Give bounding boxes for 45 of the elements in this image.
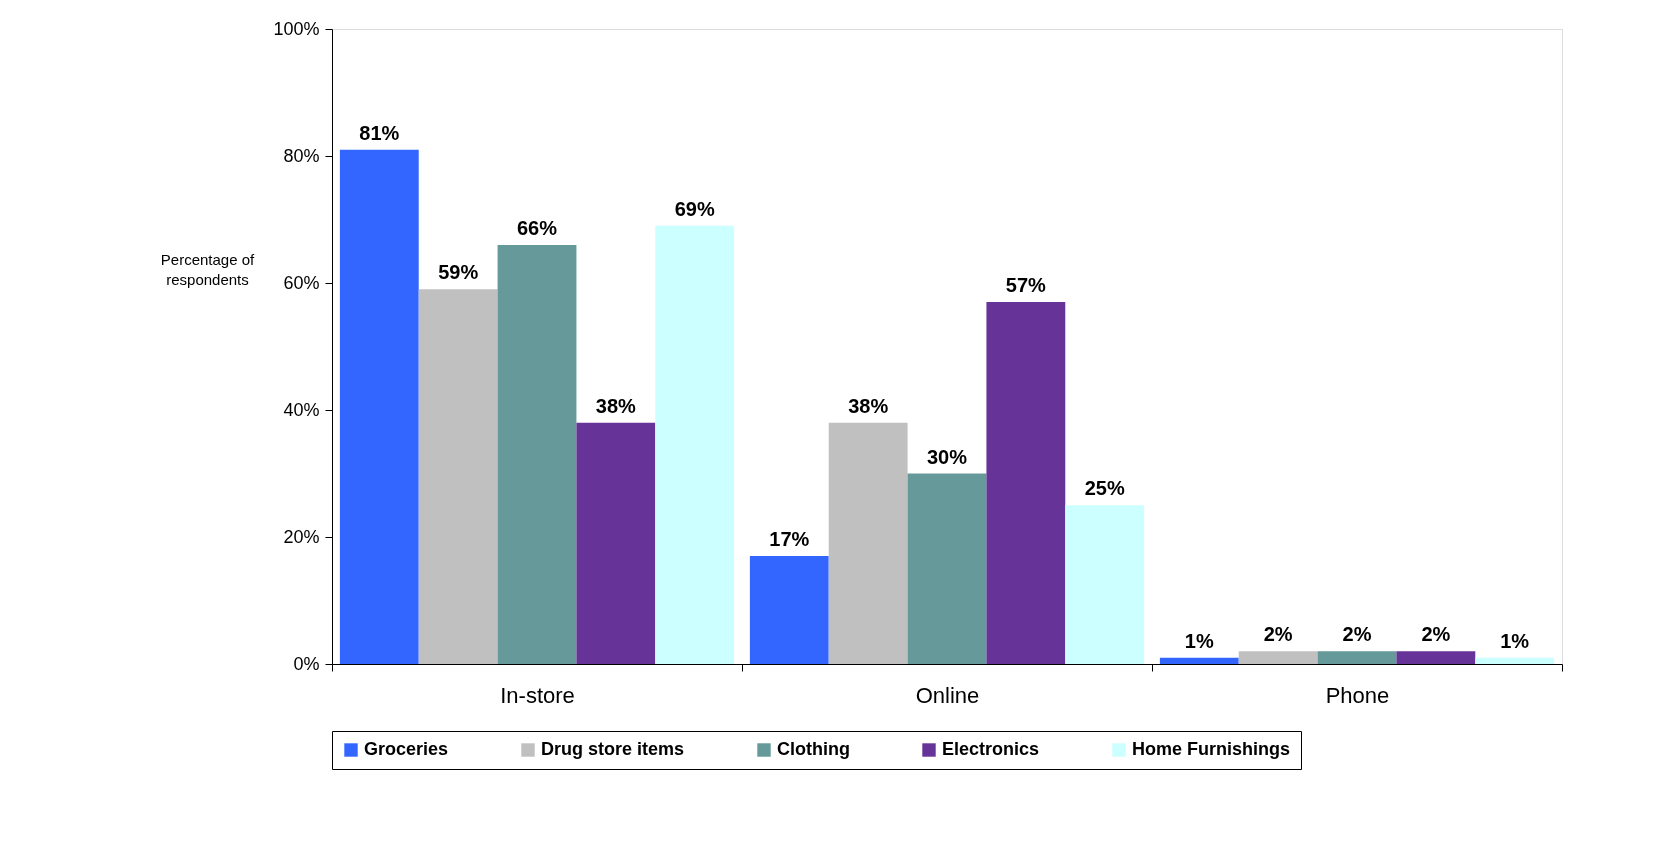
bar [1238,651,1318,664]
bar [1065,505,1145,664]
data-label: 57% [1005,274,1047,297]
y-tick-label: 100% [273,18,320,39]
bar [1159,657,1239,664]
data-label: 30% [926,445,968,468]
bar [828,422,908,664]
legend-label: Drug store items [541,739,685,759]
x-tick-label: In-store [500,682,575,708]
data-label: 17% [769,528,810,551]
bar [749,556,829,664]
y-tick-label: 0% [293,653,320,674]
data-label: 1% [1500,629,1530,652]
bar [497,244,577,664]
legend-label: Electronics [942,739,1040,759]
y-tick-label: 60% [283,272,320,293]
data-label: 25% [1084,477,1125,500]
bar [907,473,987,664]
legend-label: Clothing [777,739,850,759]
y-tick-label: 40% [283,399,320,420]
data-label: 2% [1263,623,1293,646]
data-label: 38% [848,394,889,417]
x-tick-label: Online [915,682,980,708]
bar [339,149,419,664]
data-label: 81% [359,121,400,144]
bar [1396,651,1476,664]
data-label: 1% [1184,629,1214,652]
bar [986,302,1066,664]
data-label: 66% [516,216,558,239]
data-label: 2% [1421,623,1451,646]
bar [576,422,656,664]
data-label: 38% [595,394,637,417]
y-tick-label: 20% [283,526,320,547]
bar [1475,657,1555,664]
y-tick-label: 80% [283,145,320,166]
bar [418,289,498,664]
data-label: 2% [1342,623,1372,646]
legend-label: Home Furnishings [1132,739,1291,759]
data-label: 69% [674,197,715,220]
bar [655,225,735,664]
y-axis-title: Percentage of respondents [160,250,256,288]
x-tick-label: Phone [1325,682,1390,708]
data-label: 59% [438,261,479,284]
legend-label: Groceries [364,739,449,759]
bar [1317,651,1397,664]
